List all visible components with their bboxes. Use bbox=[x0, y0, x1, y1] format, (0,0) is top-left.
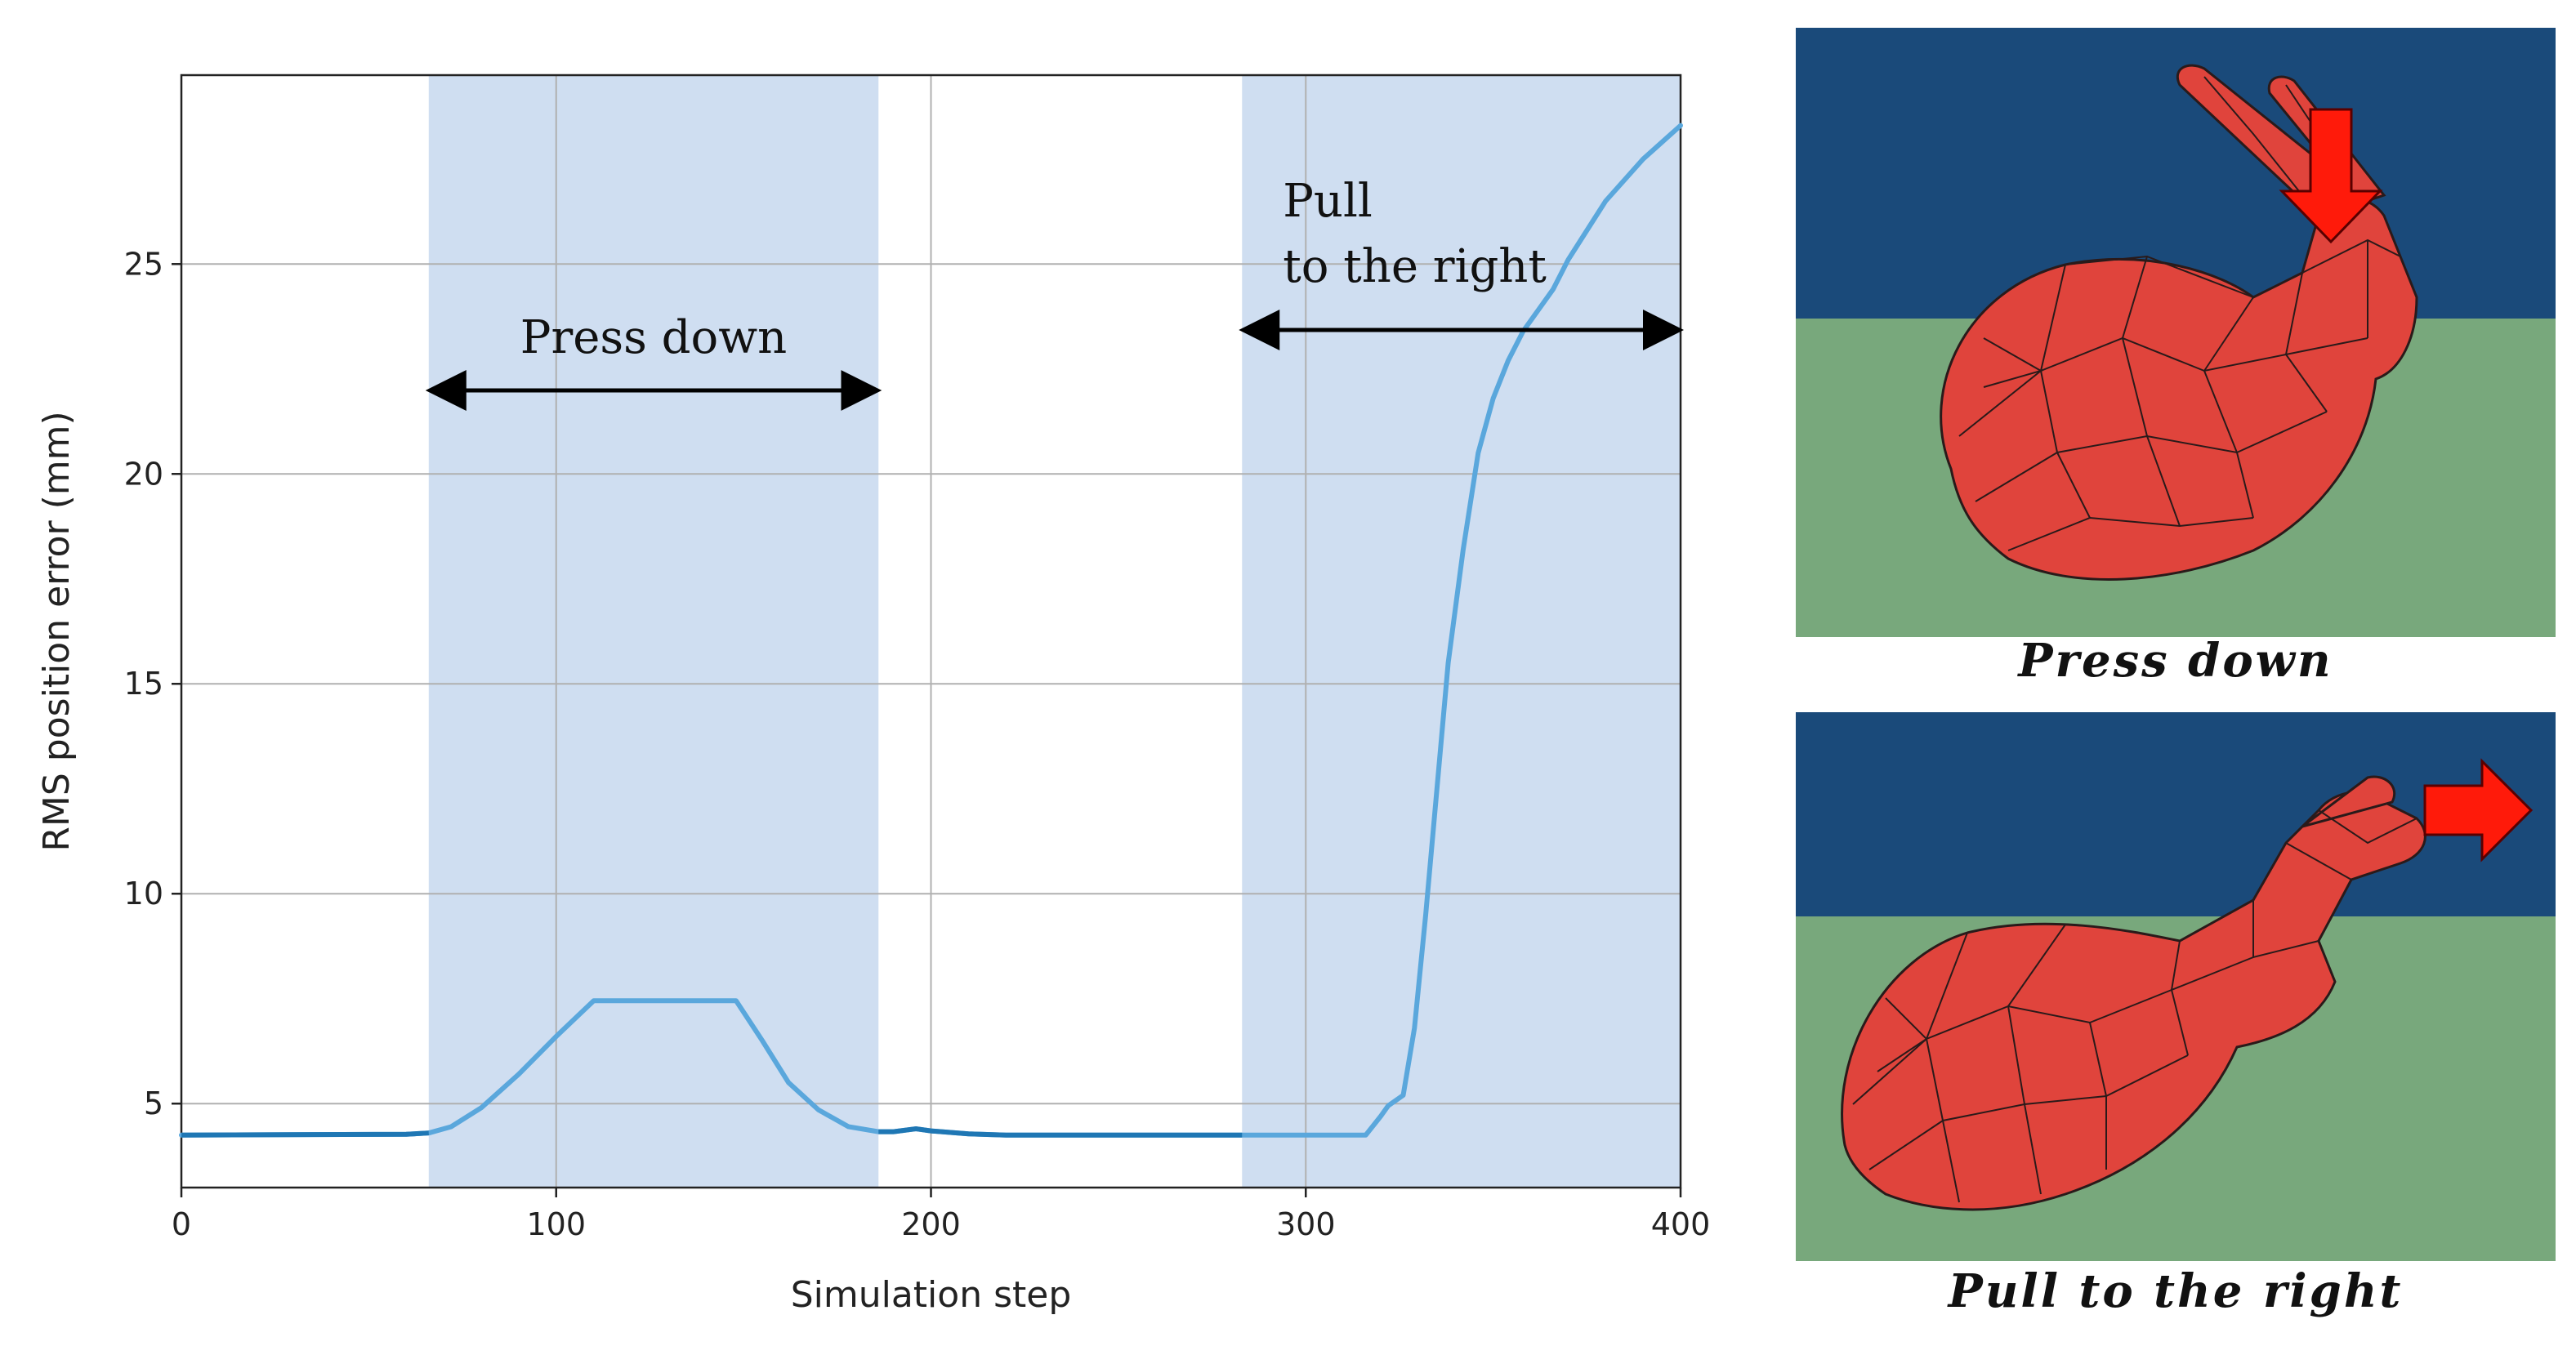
right-arrow-icon bbox=[2423, 758, 2534, 862]
y-tick-label: 20 bbox=[124, 456, 163, 492]
bunny-mesh-icon bbox=[1841, 775, 2426, 1211]
x-axis-label: Simulation step bbox=[791, 1274, 1072, 1316]
y-tick-label: 25 bbox=[124, 246, 163, 282]
y-tick-label: 10 bbox=[124, 876, 163, 912]
press-down-caption: Press down bbox=[2018, 634, 2333, 688]
series-flat-segment-2 bbox=[878, 1126, 1243, 1138]
press-down-panel bbox=[1796, 28, 2556, 637]
x-tick-label: 200 bbox=[901, 1206, 961, 1242]
annotations: Press down Pull to the right bbox=[425, 175, 1684, 411]
down-arrow-icon bbox=[2279, 108, 2383, 244]
press-down-label: Press down bbox=[520, 311, 787, 364]
rms-error-chart: 0 100 200 300 400 5 10 15 20 25 Press down Pull to … bbox=[36, 74, 1711, 1316]
pull-right-caption: Pull to the right bbox=[1948, 1264, 2404, 1318]
pull-right-scene bbox=[1796, 712, 2556, 1261]
shaded-regions bbox=[428, 75, 1681, 1188]
x-tick-label: 400 bbox=[1651, 1206, 1711, 1242]
axis-ticks: 0 100 200 300 400 5 10 15 20 25 bbox=[124, 246, 1711, 1242]
x-tick-label: 0 bbox=[172, 1206, 191, 1242]
pull-label-line-1: Pull bbox=[1283, 175, 1373, 228]
y-tick-label: 15 bbox=[124, 666, 163, 702]
series-flat-segment-1 bbox=[181, 1130, 429, 1138]
x-tick-label: 100 bbox=[526, 1206, 586, 1242]
pull-label-line-2: to the right bbox=[1283, 240, 1547, 293]
pull-right-panel bbox=[1796, 712, 2556, 1261]
y-axis-label: RMS position error (mm) bbox=[36, 411, 78, 851]
y-tick-label: 5 bbox=[144, 1085, 163, 1121]
shaded-region-1 bbox=[428, 75, 879, 1188]
press-down-scene bbox=[1796, 28, 2556, 637]
shaded-region-2 bbox=[1242, 75, 1681, 1188]
x-tick-label: 300 bbox=[1276, 1206, 1336, 1242]
